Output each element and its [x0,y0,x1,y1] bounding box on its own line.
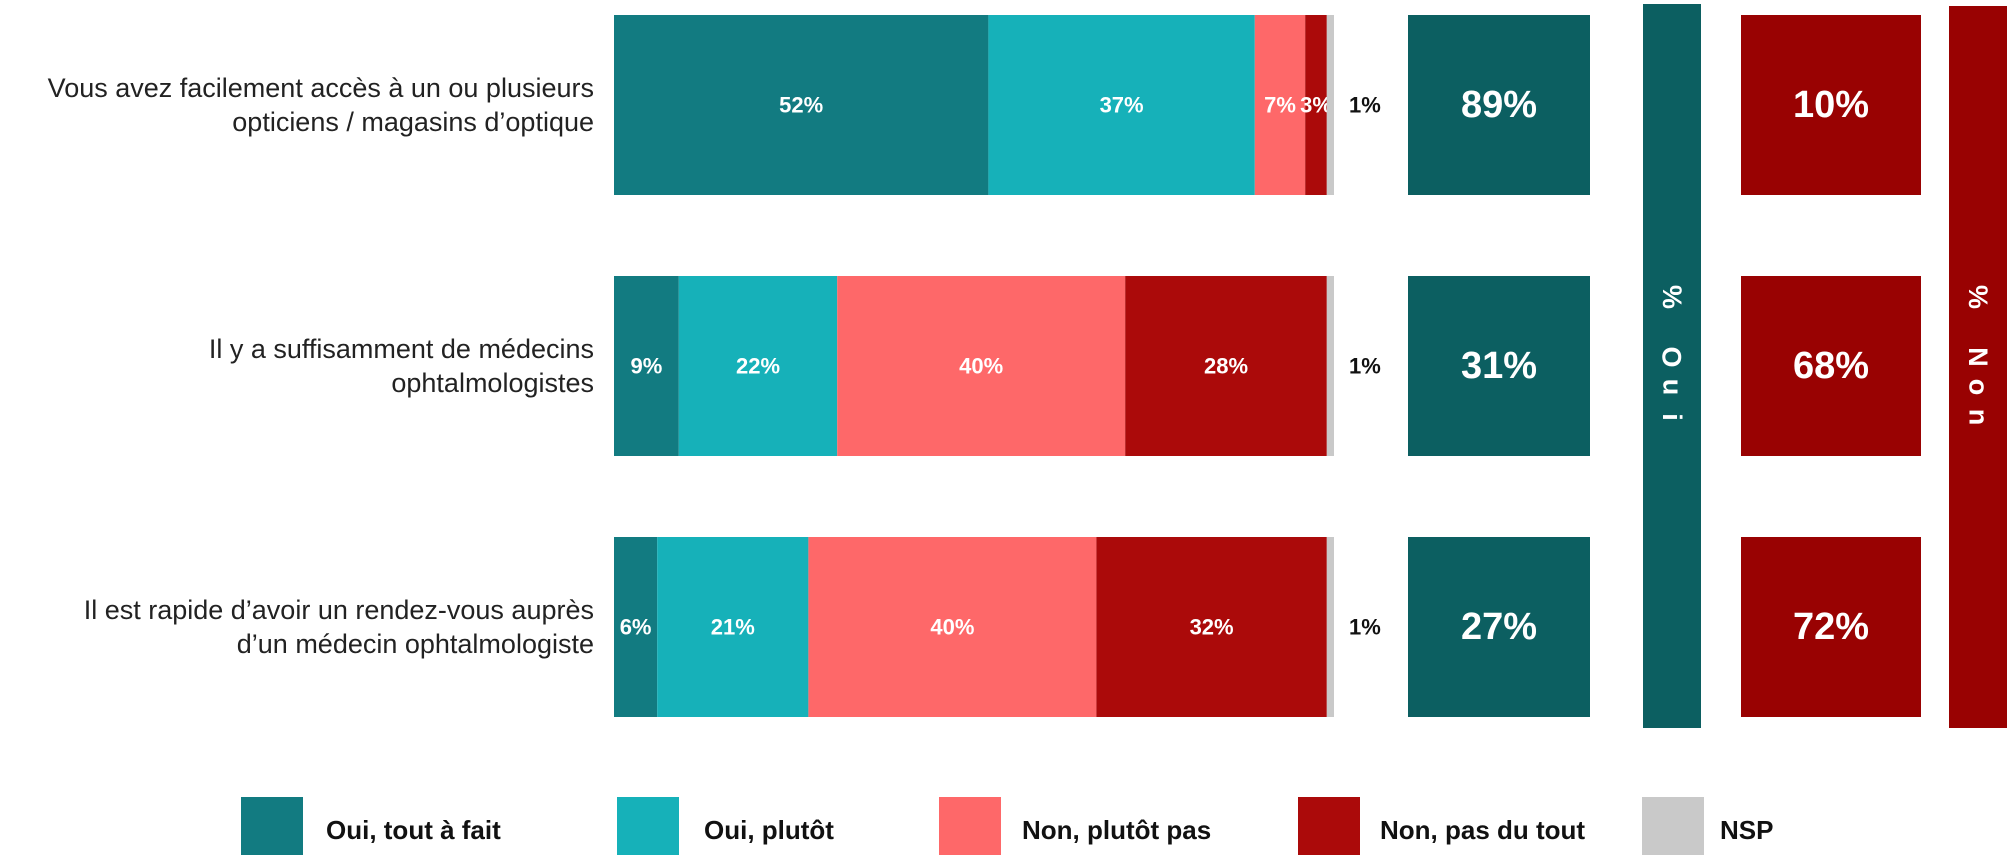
data-label: 28% [1204,354,1248,379]
total-oui-value: 31% [1461,345,1537,387]
bar-segment [1096,537,1327,717]
data-label: 40% [959,354,1003,379]
data-label: 3% [1300,93,1332,118]
data-label: 6% [620,615,652,640]
category-label-line: d’un médecin ophtalmologiste [236,629,594,659]
total-non-value: 10% [1793,84,1869,126]
total-non-box [1741,276,1921,456]
legend-swatch [1642,797,1704,855]
legend-label: Oui, plutôt [704,815,834,845]
bar-segment [1326,15,1334,195]
total-non-box [1741,537,1921,717]
bar-segment [614,276,679,456]
category-label: Vous avez facilement accès à un ou plusi… [0,71,594,139]
legend-label: Non, plutôt pas [1022,815,1211,845]
category-label: Il y a suffisamment de médecins ophtalmol… [0,332,594,400]
legend-swatch [939,797,1001,855]
legend-swatch [241,797,303,855]
data-label: 1% [1349,354,1381,379]
category-label-line: Il y a suffisamment de médecins [208,334,594,364]
bar-segment [614,15,989,195]
total-oui-box [1408,276,1590,456]
bar-segment [1326,276,1334,456]
legend-label: Non, pas du tout [1380,815,1585,845]
data-label: 1% [1349,615,1381,640]
side-label-char [1657,323,1687,331]
category-label-line: Il est rapide d’avoir un rendez-vous aup… [83,595,594,625]
bar-segment [837,276,1126,456]
bar-segment [614,537,658,717]
legend-label: Oui, tout à fait [326,815,501,845]
legend-swatch [1298,797,1360,855]
data-label: 9% [631,354,663,379]
side-label-char: % [1656,284,1687,310]
non-side-bar [1949,6,2007,728]
data-label: 40% [930,615,974,640]
data-label: 22% [736,354,780,379]
side-label-char: n [1963,408,1993,426]
category-label-line: ophtalmologistes [391,368,594,398]
total-oui-box [1408,537,1590,717]
total-non-value: 72% [1793,606,1869,648]
side-label-char: N [1963,347,1993,367]
category-label-line: opticiens / magasins d’optique [232,107,594,137]
total-oui-box [1408,15,1590,195]
side-label-char: o [1963,378,1993,396]
legend-label: NSP [1720,815,1773,845]
category-label: Il est rapide d’avoir un rendez-vous aup… [0,593,594,661]
category-label-line: Vous avez facilement accès à un ou plusi… [47,73,594,103]
bar-segment [808,537,1097,717]
side-label-char: O [1656,346,1687,368]
total-oui-value: 89% [1461,84,1537,126]
side-label-char: u [1657,378,1687,396]
side-label-char: i [1656,413,1687,421]
bar-segment [678,276,838,456]
bar-segment [1125,276,1327,456]
total-non-value: 68% [1793,345,1869,387]
data-label: 37% [1100,93,1144,118]
bar-segment [1326,537,1334,717]
bar-segment [1254,15,1306,195]
data-label: 1% [1349,93,1381,118]
total-oui-value: 27% [1461,606,1537,648]
data-label: 32% [1190,615,1234,640]
side-label-char [1963,323,1993,331]
legend-swatch [617,797,679,855]
data-label: 7% [1264,93,1296,118]
data-label: 52% [779,93,823,118]
oui-side-bar [1643,4,1701,728]
side-label-char: % [1962,284,1993,310]
bar-segment [1305,15,1327,195]
total-non-box [1741,15,1921,195]
data-label: 21% [711,615,755,640]
bar-segment [988,15,1255,195]
bar-segment [657,537,809,717]
